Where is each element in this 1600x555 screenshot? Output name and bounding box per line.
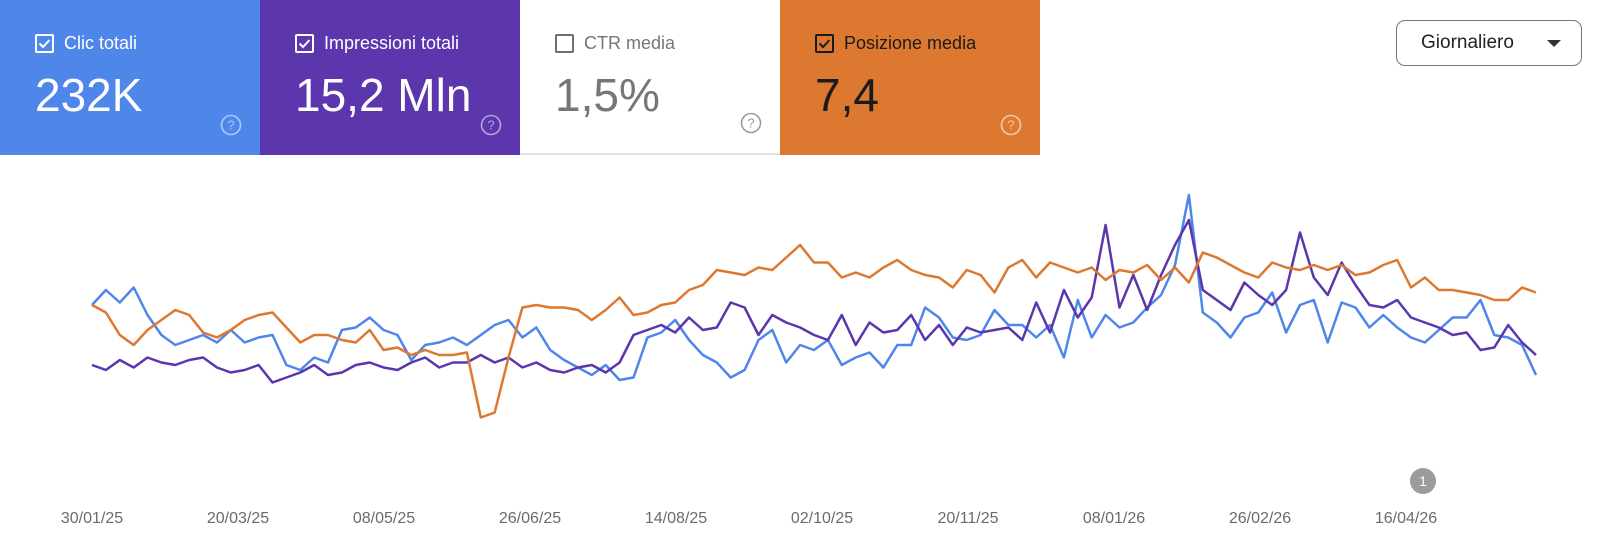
annotation-marker-circle xyxy=(1410,468,1436,494)
metric-card-header: Impressioni totali xyxy=(295,33,459,54)
metric-card-header: Posizione media xyxy=(815,33,976,54)
metric-value: 232K xyxy=(35,69,143,121)
x-tick-label: 20/03/25 xyxy=(207,510,269,527)
svg-text:?: ? xyxy=(487,118,494,133)
svg-text:?: ? xyxy=(747,116,754,131)
metric-value: 1,5% xyxy=(555,69,660,121)
x-tick-label: 30/01/25 xyxy=(61,510,123,527)
x-tick-label: 08/01/26 xyxy=(1083,510,1145,527)
x-tick-label: 26/06/25 xyxy=(499,510,561,527)
metric-card-header: CTR media xyxy=(555,33,675,54)
granularity-dropdown[interactable]: Giornaliero xyxy=(1396,20,1582,66)
x-tick-label: 08/05/25 xyxy=(353,510,415,527)
metric-card-position[interactable]: Posizione media 7,4 ? xyxy=(780,0,1040,155)
help-icon[interactable]: ? xyxy=(740,112,762,134)
metric-value: 15,2 Mln xyxy=(295,69,472,121)
metric-label: Impressioni totali xyxy=(324,33,460,53)
metric-card-impressions[interactable]: Impressioni totali 15,2 Mln ? xyxy=(260,0,520,155)
metric-card-header: Clic totali xyxy=(35,33,137,54)
annotation-marker-label: 1 xyxy=(1419,473,1427,489)
metric-label: Clic totali xyxy=(64,33,138,53)
metric-card-clicks[interactable]: Clic totali 232K ? xyxy=(0,0,260,155)
annotation-marker[interactable]: 1 xyxy=(1410,468,1436,494)
metric-label: CTR media xyxy=(584,33,676,53)
x-tick-label: 14/08/25 xyxy=(645,510,707,527)
x-tick-label: 02/10/25 xyxy=(791,510,853,527)
x-tick-label: 20/11/25 xyxy=(937,510,998,527)
metric-cards: Clic totali 232K ? Impressioni totali 15… xyxy=(0,0,1040,155)
checkbox-checked-icon[interactable] xyxy=(295,34,314,53)
x-tick-label: 26/02/26 xyxy=(1229,510,1291,527)
checkbox-checked-icon[interactable] xyxy=(815,34,834,53)
metric-card-ctr[interactable]: CTR media 1,5% ? xyxy=(520,0,780,155)
checkbox-unchecked-icon[interactable] xyxy=(555,34,574,53)
series-line-0 xyxy=(91,193,1538,382)
series-line-2 xyxy=(91,243,1537,419)
x-tick-label: 16/04/26 xyxy=(1375,510,1437,527)
checkbox-checked-icon[interactable] xyxy=(35,34,54,53)
svg-text:?: ? xyxy=(227,118,234,133)
help-icon[interactable]: ? xyxy=(1000,114,1022,136)
metric-label: Posizione media xyxy=(844,33,977,53)
svg-text:?: ? xyxy=(1007,118,1014,133)
help-icon[interactable]: ? xyxy=(480,114,502,136)
series-line-1 xyxy=(91,218,1537,384)
performance-chart: 30/01/25 20/03/25 08/05/25 26/06/25 14/08/25… xyxy=(61,193,1538,527)
help-icon[interactable]: ? xyxy=(220,114,242,136)
granularity-label: Giornaliero xyxy=(1421,32,1514,53)
metric-value: 7,4 xyxy=(815,69,879,121)
dropdown-arrow-icon xyxy=(1547,40,1561,47)
